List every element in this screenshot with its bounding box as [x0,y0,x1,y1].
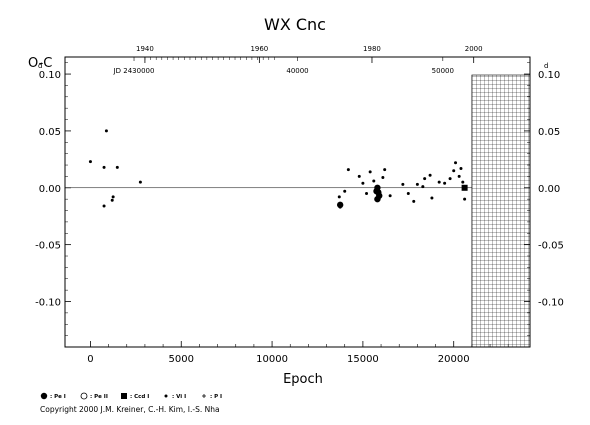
x-tick-label: 10000 [256,354,288,365]
jd-label: 40000 [286,67,308,75]
hatched-future-region [471,74,531,348]
top-year-label: 1940 [136,45,154,53]
legend-label: : Pe I [50,394,66,400]
legend-marker [202,394,206,398]
data-point [337,195,341,199]
data-point [111,195,115,199]
data-point [110,198,114,202]
top-year-label: 1960 [250,45,268,53]
data-point [361,181,365,185]
x-axis-label: Epoch [283,372,323,387]
y-right-tick-label: -0.05 [538,241,564,252]
x-tick-label: 5000 [169,354,194,365]
x-tick-label: 0 [87,354,93,365]
data-point [443,181,447,185]
data-point [454,161,458,165]
data-point [430,196,434,200]
data-point [102,204,106,208]
data-point [365,191,369,195]
data-point [88,160,92,164]
data-point [457,174,461,178]
legend-marker [121,393,127,399]
data-point [401,182,405,186]
y-right-tick-label: 0.10 [538,70,560,81]
y-left-day-mark: d [38,62,42,70]
data-point [448,177,452,181]
data-point [343,189,347,193]
y-left-tick-label: 0.05 [39,127,61,138]
data-point [102,165,106,169]
legend-label: : P I [210,394,222,400]
data-point [415,182,419,186]
data-point [372,179,376,183]
data-point [428,173,432,177]
y-right-tick-label: 0.00 [538,184,560,195]
top-year-label: 2000 [465,45,483,53]
data-point [368,170,372,174]
data-point [374,195,381,203]
legend: : Pe I : Pe II : Ccd I : Vi I : P I [40,392,222,400]
top-year-label: 1980 [363,45,381,53]
data-point [423,177,427,181]
data-point [373,187,380,195]
y-left-tick-label: -0.10 [35,298,61,309]
x-tick-label: 15000 [347,354,379,365]
data-point [115,165,119,169]
legend-marker [40,392,48,400]
legend-label: : Vi I [172,394,186,400]
legend-label: : Ccd I [130,394,149,400]
data-point [437,180,441,184]
data-point [421,185,425,189]
legend-marker [164,394,168,398]
y-left-tick-label: 0.10 [39,70,61,81]
data-point [346,168,350,172]
data-point [452,169,456,173]
y-right-day-mark: d [544,62,548,70]
data-point [336,201,344,209]
jd-label: JD 2430000 [113,67,155,75]
chart-title: WX Cnc [264,15,326,34]
copyright-text: Copyright 2000 J.M. Kreiner, C.-H. Kim, … [40,405,220,414]
data-point [388,194,392,198]
data-point [459,166,463,170]
data-point [383,168,387,172]
y-right-tick-label: 0.05 [538,127,560,138]
y-left-tick-label: 0.00 [39,184,61,195]
x-tick-label: 20000 [438,354,470,365]
data-point [104,129,108,133]
legend-marker [80,392,88,400]
data-point [461,180,465,184]
data-point [461,184,468,191]
data-point [463,197,467,201]
plot-frame [64,56,531,348]
data-point [406,191,410,195]
legend-label: : Pe II [90,394,108,400]
data-point [381,176,385,180]
y-axis-label: O-C [28,56,52,71]
y-left-tick-label: -0.05 [35,241,61,252]
jd-label: 50000 [432,67,454,75]
y-right-tick-label: -0.10 [538,298,564,309]
data-point [357,174,361,178]
data-point [412,199,416,203]
data-point [138,180,142,184]
